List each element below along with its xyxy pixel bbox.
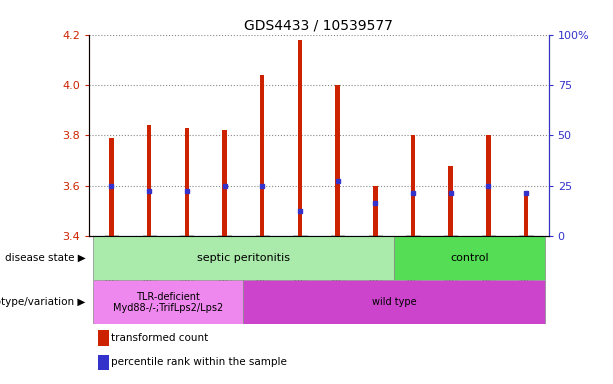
Bar	[147, 125, 151, 236]
Bar	[185, 128, 189, 236]
Bar	[93, 236, 394, 280]
Bar	[93, 280, 243, 324]
Text: wild type: wild type	[372, 297, 416, 308]
Bar	[98, 354, 109, 370]
Text: transformed count: transformed count	[111, 333, 208, 343]
Bar	[394, 236, 545, 280]
Bar	[524, 191, 528, 236]
Bar	[486, 136, 490, 236]
Bar	[298, 40, 302, 236]
Bar	[260, 75, 264, 236]
Bar	[335, 85, 340, 236]
Bar	[411, 136, 415, 236]
Title: GDS4433 / 10539577: GDS4433 / 10539577	[245, 18, 393, 32]
Text: percentile rank within the sample: percentile rank within the sample	[111, 358, 287, 367]
Text: control: control	[450, 253, 489, 263]
Text: genotype/variation ▶: genotype/variation ▶	[0, 297, 86, 308]
Bar	[109, 138, 114, 236]
Bar	[223, 130, 227, 236]
Bar	[243, 280, 545, 324]
Text: disease state ▶: disease state ▶	[5, 253, 86, 263]
Bar	[373, 186, 378, 236]
Bar	[448, 166, 453, 236]
Text: septic peritonitis: septic peritonitis	[197, 253, 290, 263]
Bar	[98, 330, 109, 346]
Text: TLR-deficient
Myd88-/-;TrifLps2/Lps2: TLR-deficient Myd88-/-;TrifLps2/Lps2	[113, 291, 223, 313]
